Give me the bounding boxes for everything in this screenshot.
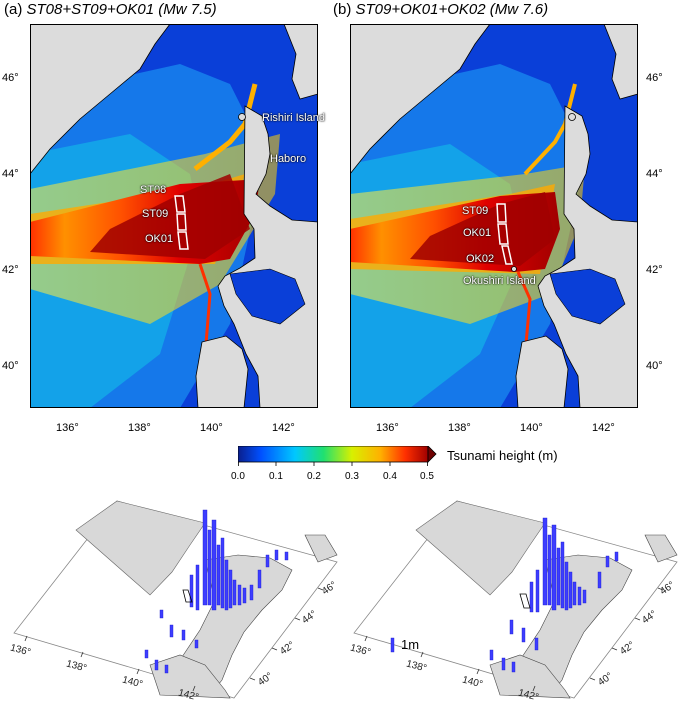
map-a-xtick: 140° [200, 422, 223, 434]
map-a-continent [30, 24, 171, 175]
map-a-xtick: 136° [56, 422, 79, 434]
map-a-svg [30, 24, 318, 408]
map-b-ytick: 42° [646, 264, 663, 276]
map-a-ytick: 42° [2, 264, 19, 276]
map-b-xtick: 138° [448, 422, 471, 434]
okushiri-island-label: Okushiri Island [463, 275, 536, 287]
perspective-a-bars [144, 509, 289, 674]
map-b-xtick: 142° [592, 422, 615, 434]
panel-b-heading: ST09+OK01+OK02 (Mw 7.6) [355, 1, 549, 18]
map-b-xtick: 140° [520, 422, 543, 434]
perspective-b [340, 490, 685, 704]
fault-label-b-3: OK02 [466, 253, 495, 265]
scale-bar [390, 637, 395, 653]
scale-bar-label: 1m [401, 637, 420, 652]
map-a-hokkaido [217, 105, 318, 408]
colorbar-svg [238, 446, 437, 466]
colorbar [238, 446, 438, 472]
colorbar-tick: 0.5 [420, 471, 434, 482]
colorbar-tick: 0.3 [345, 471, 359, 482]
fault-label-a-3: OK01 [145, 233, 174, 245]
haboro-label: Haboro [270, 153, 307, 165]
map-a-xtick: 142° [272, 422, 295, 434]
fault-b-1 [496, 203, 507, 223]
perspective-b-bars [489, 517, 619, 673]
map-a [30, 24, 318, 408]
colorbar-tick: 0.1 [269, 471, 283, 482]
perspective-b-svg [353, 500, 678, 699]
fault-label-a-2: ST09 [142, 208, 169, 220]
map-b [350, 24, 638, 408]
perspective-a [0, 490, 345, 704]
fault-label-a-1: ST08 [140, 184, 167, 196]
map-a-ytick: 46° [2, 72, 19, 84]
fault-a-2 [176, 213, 187, 231]
fault-b-3 [501, 245, 513, 265]
fault-a-3 [177, 231, 189, 250]
panel-b-title: (b) ST09+OK01+OK02 (Mw 7.6) [333, 1, 548, 18]
colorbar-tick: 0.2 [307, 471, 321, 482]
panel-a-letter: (a) [4, 1, 23, 18]
map-b-continent [350, 24, 491, 175]
panel-a-heading: ST08+ST09+OK01 (Mw 7.5) [26, 1, 217, 18]
map-a-ytick: 44° [2, 168, 19, 180]
fault-label-b-1: ST09 [462, 205, 489, 217]
map-a-ytick: 40° [2, 360, 19, 372]
fault-a-1 [174, 195, 186, 213]
colorbar-label: Tsunami height (m) [447, 448, 558, 463]
map-b-svg [350, 24, 638, 408]
colorbar-tick: 0.0 [231, 471, 245, 482]
fault-b-2 [497, 223, 509, 245]
map-b-ytick: 46° [646, 72, 663, 84]
rishiri-island-label: Rishiri Island [262, 112, 325, 124]
map-b-ytick: 40° [646, 360, 663, 372]
map-b-xtick: 136° [376, 422, 399, 434]
panel-a-title: (a) ST08+ST09+OK01 (Mw 7.5) [4, 1, 217, 18]
map-b-ytick: 44° [646, 168, 663, 180]
colorbar-tick: 0.4 [383, 471, 397, 482]
map-b-hokkaido [537, 105, 638, 408]
perspective-a-svg [13, 500, 338, 699]
fault-label-b-2: OK01 [463, 227, 492, 239]
panel-b-letter: (b) [333, 1, 352, 18]
map-a-xtick: 138° [128, 422, 151, 434]
